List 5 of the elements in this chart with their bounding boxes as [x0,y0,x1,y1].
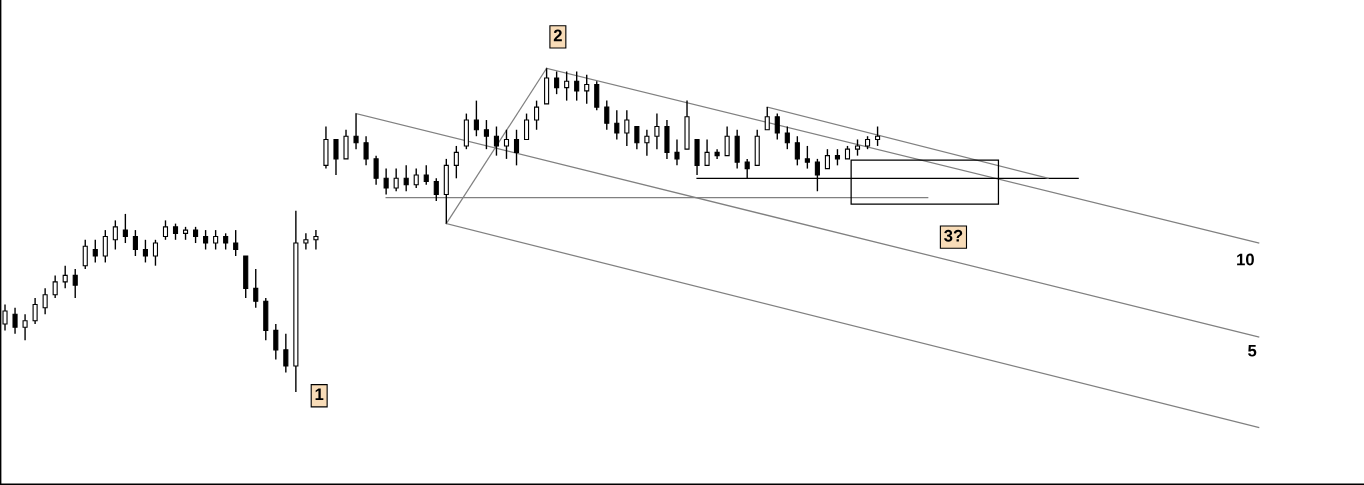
annotation: 5 [1248,344,1257,357]
text: 2 [553,29,562,42]
annotation: 3? [944,229,963,242]
annotation: 10 [1237,253,1254,266]
annotation: 1 [315,388,324,401]
